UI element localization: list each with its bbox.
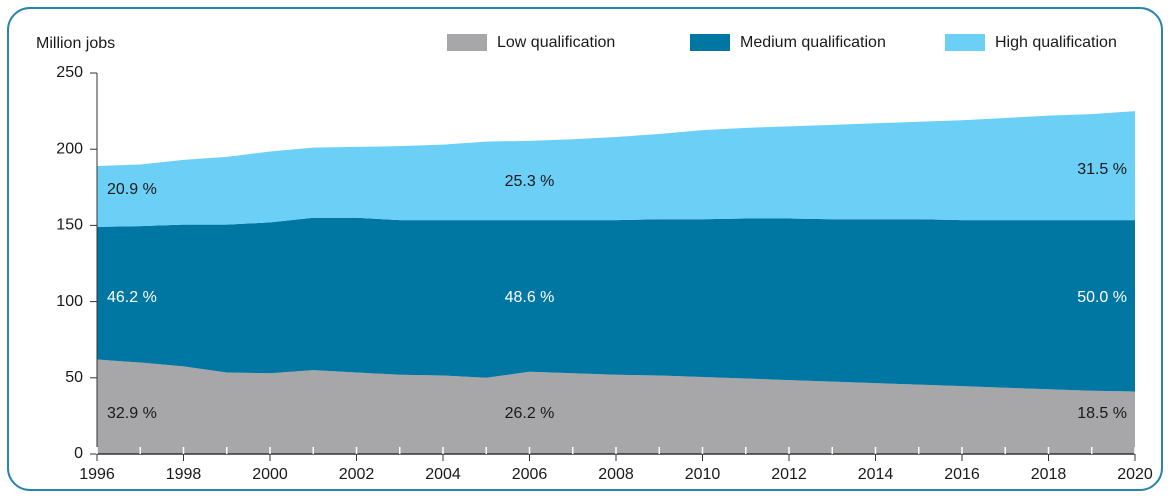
x-tick-label: 1998 <box>166 466 202 483</box>
area <box>97 111 1135 227</box>
legend-swatch <box>690 34 730 51</box>
x-tick-label: 2008 <box>598 466 634 483</box>
x-tick-label: 2012 <box>771 466 807 483</box>
legend-label: High qualification <box>995 34 1117 51</box>
x-tick-label: 2004 <box>425 466 461 483</box>
area-label: 20.9 % <box>107 181 157 198</box>
area-label: 32.9 % <box>107 405 157 422</box>
area <box>97 217 1135 392</box>
x-tick-label: 2002 <box>339 466 375 483</box>
legend-label: Medium qualification <box>740 34 886 51</box>
area-label: 26.2 % <box>505 405 555 422</box>
y-tick-label: 100 <box>56 293 83 310</box>
x-tick-label: 2006 <box>512 466 548 483</box>
x-tick-label: 2018 <box>1031 466 1067 483</box>
area-label: 18.5 % <box>1077 405 1127 422</box>
y-tick-label: 50 <box>65 369 83 386</box>
legend-label: Low qualification <box>497 34 615 51</box>
area-label: 48.6 % <box>505 289 555 306</box>
area-label: 50.0 % <box>1077 289 1127 306</box>
x-tick-label: 2010 <box>685 466 721 483</box>
y-axis-label: Million jobs <box>36 35 115 52</box>
x-tick-label: 2014 <box>858 466 894 483</box>
x-tick-label: 2000 <box>252 466 288 483</box>
area-label: 31.5 % <box>1077 161 1127 178</box>
y-tick-label: 150 <box>56 217 83 234</box>
area-label: 46.2 % <box>107 289 157 306</box>
x-tick-label: 1996 <box>79 466 115 483</box>
x-tick-label: 2016 <box>944 466 980 483</box>
x-tick-label: 2020 <box>1117 466 1153 483</box>
y-tick-label: 0 <box>74 445 83 462</box>
y-tick-label: 200 <box>56 140 83 157</box>
area-label: 25.3 % <box>505 173 555 190</box>
legend-swatch <box>447 34 487 51</box>
legend-swatch <box>945 34 985 51</box>
y-tick-label: 250 <box>56 64 83 81</box>
